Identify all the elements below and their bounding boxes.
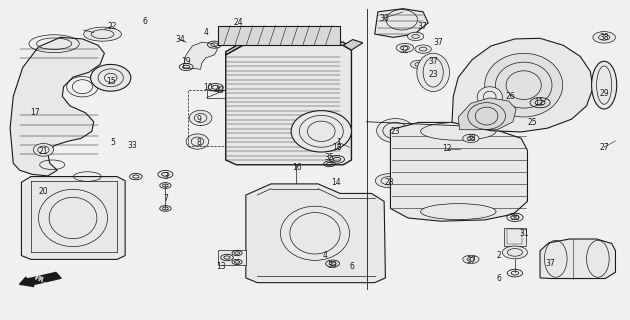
- Text: 27: 27: [599, 143, 609, 152]
- Text: 17: 17: [30, 108, 40, 117]
- Text: 11: 11: [535, 98, 544, 107]
- FancyArrow shape: [20, 272, 61, 286]
- Text: 32: 32: [399, 45, 409, 55]
- Circle shape: [408, 32, 424, 41]
- Text: 4: 4: [323, 251, 328, 260]
- Polygon shape: [343, 40, 363, 50]
- Circle shape: [396, 44, 414, 52]
- Text: 37: 37: [433, 38, 443, 47]
- Ellipse shape: [189, 110, 212, 125]
- Text: 9: 9: [197, 115, 201, 124]
- Text: 25: 25: [527, 118, 537, 127]
- Bar: [503, 228, 526, 246]
- Bar: [507, 229, 522, 244]
- Text: 12: 12: [442, 144, 452, 153]
- Polygon shape: [21, 177, 125, 260]
- Text: 39: 39: [327, 261, 337, 270]
- Bar: [207, 90, 226, 98]
- Text: 5: 5: [110, 138, 115, 147]
- Circle shape: [502, 246, 527, 259]
- Polygon shape: [217, 250, 246, 265]
- Text: 18: 18: [332, 143, 341, 152]
- Polygon shape: [391, 123, 527, 221]
- Ellipse shape: [477, 87, 502, 107]
- Text: 37: 37: [428, 57, 438, 66]
- Text: 7: 7: [163, 194, 168, 203]
- Text: 33: 33: [128, 141, 137, 150]
- Circle shape: [541, 259, 558, 267]
- Text: 6: 6: [349, 262, 354, 271]
- Text: 24: 24: [234, 19, 243, 28]
- Polygon shape: [226, 42, 352, 55]
- Text: 31: 31: [520, 229, 529, 238]
- Polygon shape: [540, 239, 616, 278]
- Text: 28: 28: [384, 178, 394, 187]
- Text: 2: 2: [497, 251, 501, 260]
- Text: 10: 10: [203, 83, 213, 92]
- Circle shape: [375, 174, 403, 188]
- Text: 36: 36: [510, 213, 520, 222]
- Text: 16: 16: [292, 163, 302, 172]
- Text: 23: 23: [428, 70, 438, 79]
- Text: 4: 4: [203, 28, 208, 37]
- Polygon shape: [10, 37, 105, 176]
- Circle shape: [462, 255, 479, 264]
- Ellipse shape: [417, 53, 450, 92]
- Ellipse shape: [377, 119, 415, 143]
- Text: 37: 37: [417, 22, 427, 31]
- Text: 14: 14: [331, 178, 341, 187]
- Text: 6: 6: [496, 274, 501, 283]
- Text: 13: 13: [216, 262, 226, 271]
- Text: 38: 38: [599, 33, 609, 42]
- Circle shape: [415, 45, 432, 53]
- Text: 3: 3: [163, 172, 168, 181]
- Text: 26: 26: [505, 92, 515, 101]
- Ellipse shape: [33, 143, 54, 156]
- Ellipse shape: [91, 64, 131, 91]
- Text: 34: 34: [175, 35, 185, 44]
- Polygon shape: [375, 9, 428, 37]
- Circle shape: [462, 134, 479, 142]
- Text: 23: 23: [390, 127, 399, 136]
- Text: 8: 8: [197, 138, 201, 147]
- Text: 37: 37: [546, 259, 556, 268]
- Text: 20: 20: [38, 188, 49, 196]
- Text: 21: 21: [38, 147, 48, 156]
- Ellipse shape: [291, 111, 352, 152]
- Ellipse shape: [84, 27, 122, 41]
- Ellipse shape: [592, 61, 617, 109]
- Polygon shape: [452, 38, 593, 132]
- Circle shape: [593, 32, 616, 43]
- Text: 15: 15: [106, 77, 115, 86]
- Text: 35: 35: [324, 153, 335, 162]
- Text: 1: 1: [336, 138, 341, 147]
- Bar: [217, 26, 340, 45]
- Text: FR.: FR.: [33, 274, 47, 284]
- Text: 6: 6: [143, 17, 147, 26]
- Ellipse shape: [421, 123, 496, 140]
- Text: 22: 22: [108, 22, 117, 31]
- Polygon shape: [246, 184, 386, 283]
- Ellipse shape: [484, 53, 563, 117]
- Bar: [276, 185, 320, 194]
- Text: 40: 40: [215, 86, 224, 95]
- Text: 19: 19: [181, 57, 191, 66]
- Circle shape: [411, 60, 427, 68]
- Polygon shape: [226, 45, 352, 165]
- Polygon shape: [183, 42, 217, 69]
- Text: 29: 29: [599, 89, 609, 98]
- Ellipse shape: [186, 134, 209, 149]
- Text: 30: 30: [379, 14, 389, 23]
- Polygon shape: [458, 98, 516, 130]
- Text: 38: 38: [466, 134, 476, 143]
- Ellipse shape: [421, 204, 496, 220]
- Text: 37: 37: [466, 256, 476, 265]
